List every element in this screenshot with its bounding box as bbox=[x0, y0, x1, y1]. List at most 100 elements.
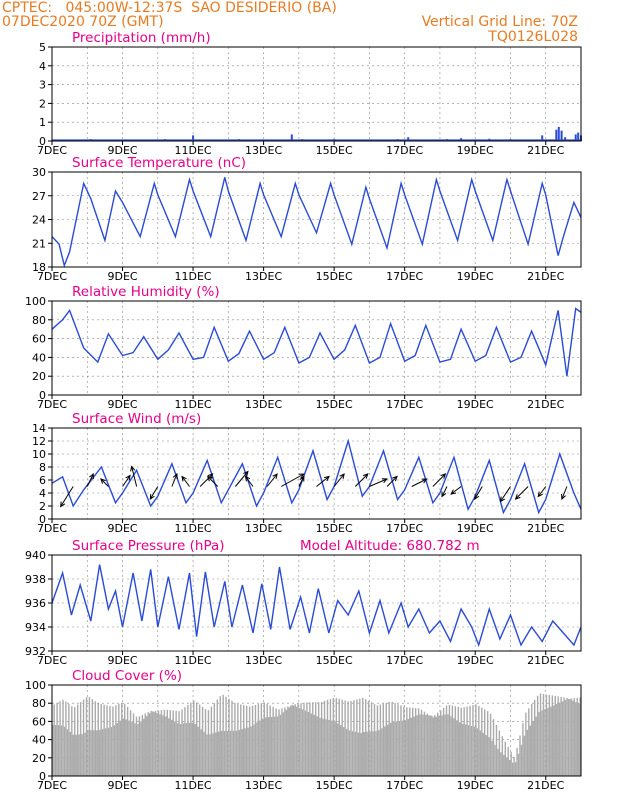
cloud-bar bbox=[457, 706, 459, 776]
precip-bar bbox=[560, 130, 563, 141]
precip-xtick-label: 19DEC bbox=[457, 144, 494, 157]
wind-arrow bbox=[333, 473, 345, 487]
cloud-bar bbox=[576, 697, 578, 776]
cloud-bar bbox=[248, 706, 251, 776]
cloud-bar bbox=[254, 704, 257, 776]
cloud-bar bbox=[238, 729, 241, 776]
press-extra-label: Model Altitude: 680.782 m bbox=[300, 538, 480, 554]
cloud-bar bbox=[529, 725, 531, 776]
cloud-bar bbox=[385, 702, 387, 776]
cloud-bar bbox=[403, 706, 405, 776]
wind-xtick-label: 11DEC bbox=[175, 522, 212, 535]
cloud-bar bbox=[507, 746, 509, 776]
press-xtick-label: 13DEC bbox=[245, 654, 282, 667]
station-header: CPTEC: 045:00W-12:37S SAO DESIDERIO (BA) bbox=[2, 0, 337, 16]
wind-arrow-head bbox=[149, 493, 155, 500]
wind-arrow bbox=[149, 486, 159, 500]
cloud-bar bbox=[76, 704, 79, 776]
cloud-bar bbox=[57, 725, 60, 776]
wind-arrow bbox=[122, 475, 131, 487]
cloud-bar bbox=[479, 730, 482, 776]
cloud-bar bbox=[99, 730, 101, 776]
cloud-bar bbox=[363, 732, 365, 776]
cloud-bar bbox=[268, 717, 270, 776]
cloud-bar bbox=[429, 715, 432, 776]
wind-arrow-head bbox=[339, 473, 345, 479]
precip-bar bbox=[555, 129, 558, 141]
temp-xtick-label: 13DEC bbox=[245, 270, 282, 283]
cloud-bar bbox=[556, 704, 558, 776]
cloud-bar bbox=[501, 736, 504, 776]
cloud-bar bbox=[422, 714, 424, 776]
cloud-bar bbox=[81, 734, 83, 776]
cloud-bar bbox=[461, 723, 464, 776]
cloud-bar bbox=[266, 703, 268, 776]
cloud-bar bbox=[328, 719, 330, 776]
cloud-bar bbox=[143, 718, 145, 776]
cloud-bar bbox=[578, 703, 580, 776]
cloud-bar bbox=[351, 731, 354, 776]
cloud-bar bbox=[404, 720, 407, 776]
cloud-bar bbox=[522, 723, 524, 776]
cloud-bar bbox=[419, 714, 421, 776]
cloud-bar bbox=[256, 722, 258, 776]
cloud-bar bbox=[484, 709, 486, 776]
cloud-bar bbox=[523, 735, 526, 776]
precip-ytick-label: 2 bbox=[39, 97, 46, 110]
cloud-bar bbox=[196, 702, 198, 776]
cloud-bar bbox=[79, 702, 82, 776]
cloud-bar bbox=[354, 731, 357, 776]
cloud-bar bbox=[426, 713, 429, 776]
cloud-bar bbox=[284, 707, 286, 776]
cloud-bar bbox=[132, 713, 135, 776]
press-ytick-label: 936 bbox=[25, 597, 46, 610]
cloud-bar bbox=[203, 731, 205, 776]
cloud-bar bbox=[288, 707, 290, 776]
wind-arrow bbox=[441, 486, 448, 497]
wind-arrow-head bbox=[441, 491, 447, 498]
cloud-bar bbox=[172, 710, 174, 776]
cloud-bar bbox=[279, 714, 282, 776]
cloud-bar bbox=[553, 705, 555, 776]
cloud-bar bbox=[313, 714, 315, 776]
press-xtick-label: 21DEC bbox=[527, 654, 564, 667]
cloud-xtick-label: 7DEC bbox=[37, 779, 67, 792]
cloud-bar bbox=[275, 708, 277, 776]
cloud-bar bbox=[154, 710, 157, 776]
cloud-bar bbox=[245, 705, 248, 776]
rh-ytick-label: 80 bbox=[32, 314, 46, 327]
cloud-bar bbox=[551, 695, 554, 776]
wind-ytick-label: 8 bbox=[39, 461, 46, 474]
cloud-bar bbox=[500, 752, 502, 776]
cloud-bar bbox=[112, 706, 114, 776]
wind-arrow bbox=[207, 476, 219, 487]
press-ytick-label: 938 bbox=[25, 573, 46, 586]
cloud-bar bbox=[567, 698, 570, 776]
wind-ytick-label: 2 bbox=[39, 500, 46, 513]
cloud-xtick-label: 15DEC bbox=[316, 779, 353, 792]
wind-arrow bbox=[369, 478, 388, 487]
cloud-bar bbox=[100, 704, 102, 776]
cloud-bar bbox=[187, 704, 189, 776]
cloud-bar bbox=[185, 723, 188, 776]
cloud-bar bbox=[126, 706, 129, 776]
cloud-bar bbox=[525, 712, 527, 776]
cloud-bar bbox=[538, 712, 540, 776]
cloud-bar bbox=[335, 697, 338, 776]
cloud-bar bbox=[106, 705, 108, 776]
cloud-bar bbox=[109, 706, 111, 776]
wind-arrow bbox=[500, 486, 511, 502]
cloud-bar bbox=[575, 702, 577, 776]
rh-ytick-label: 100 bbox=[25, 295, 46, 308]
run-date: 07DEC2020 70Z (GMT) bbox=[2, 14, 164, 30]
cloud-bar bbox=[273, 716, 276, 776]
rh-xtick-label: 11DEC bbox=[175, 398, 212, 411]
cloud-bar bbox=[548, 694, 551, 776]
cloud-bar bbox=[190, 702, 192, 776]
cloud-bar bbox=[367, 700, 370, 776]
wind-arrow bbox=[537, 486, 547, 497]
cloud-bar bbox=[309, 702, 311, 776]
cloud-bar bbox=[75, 734, 77, 776]
cloud-bar bbox=[229, 730, 232, 776]
cloud-bar bbox=[144, 713, 146, 776]
